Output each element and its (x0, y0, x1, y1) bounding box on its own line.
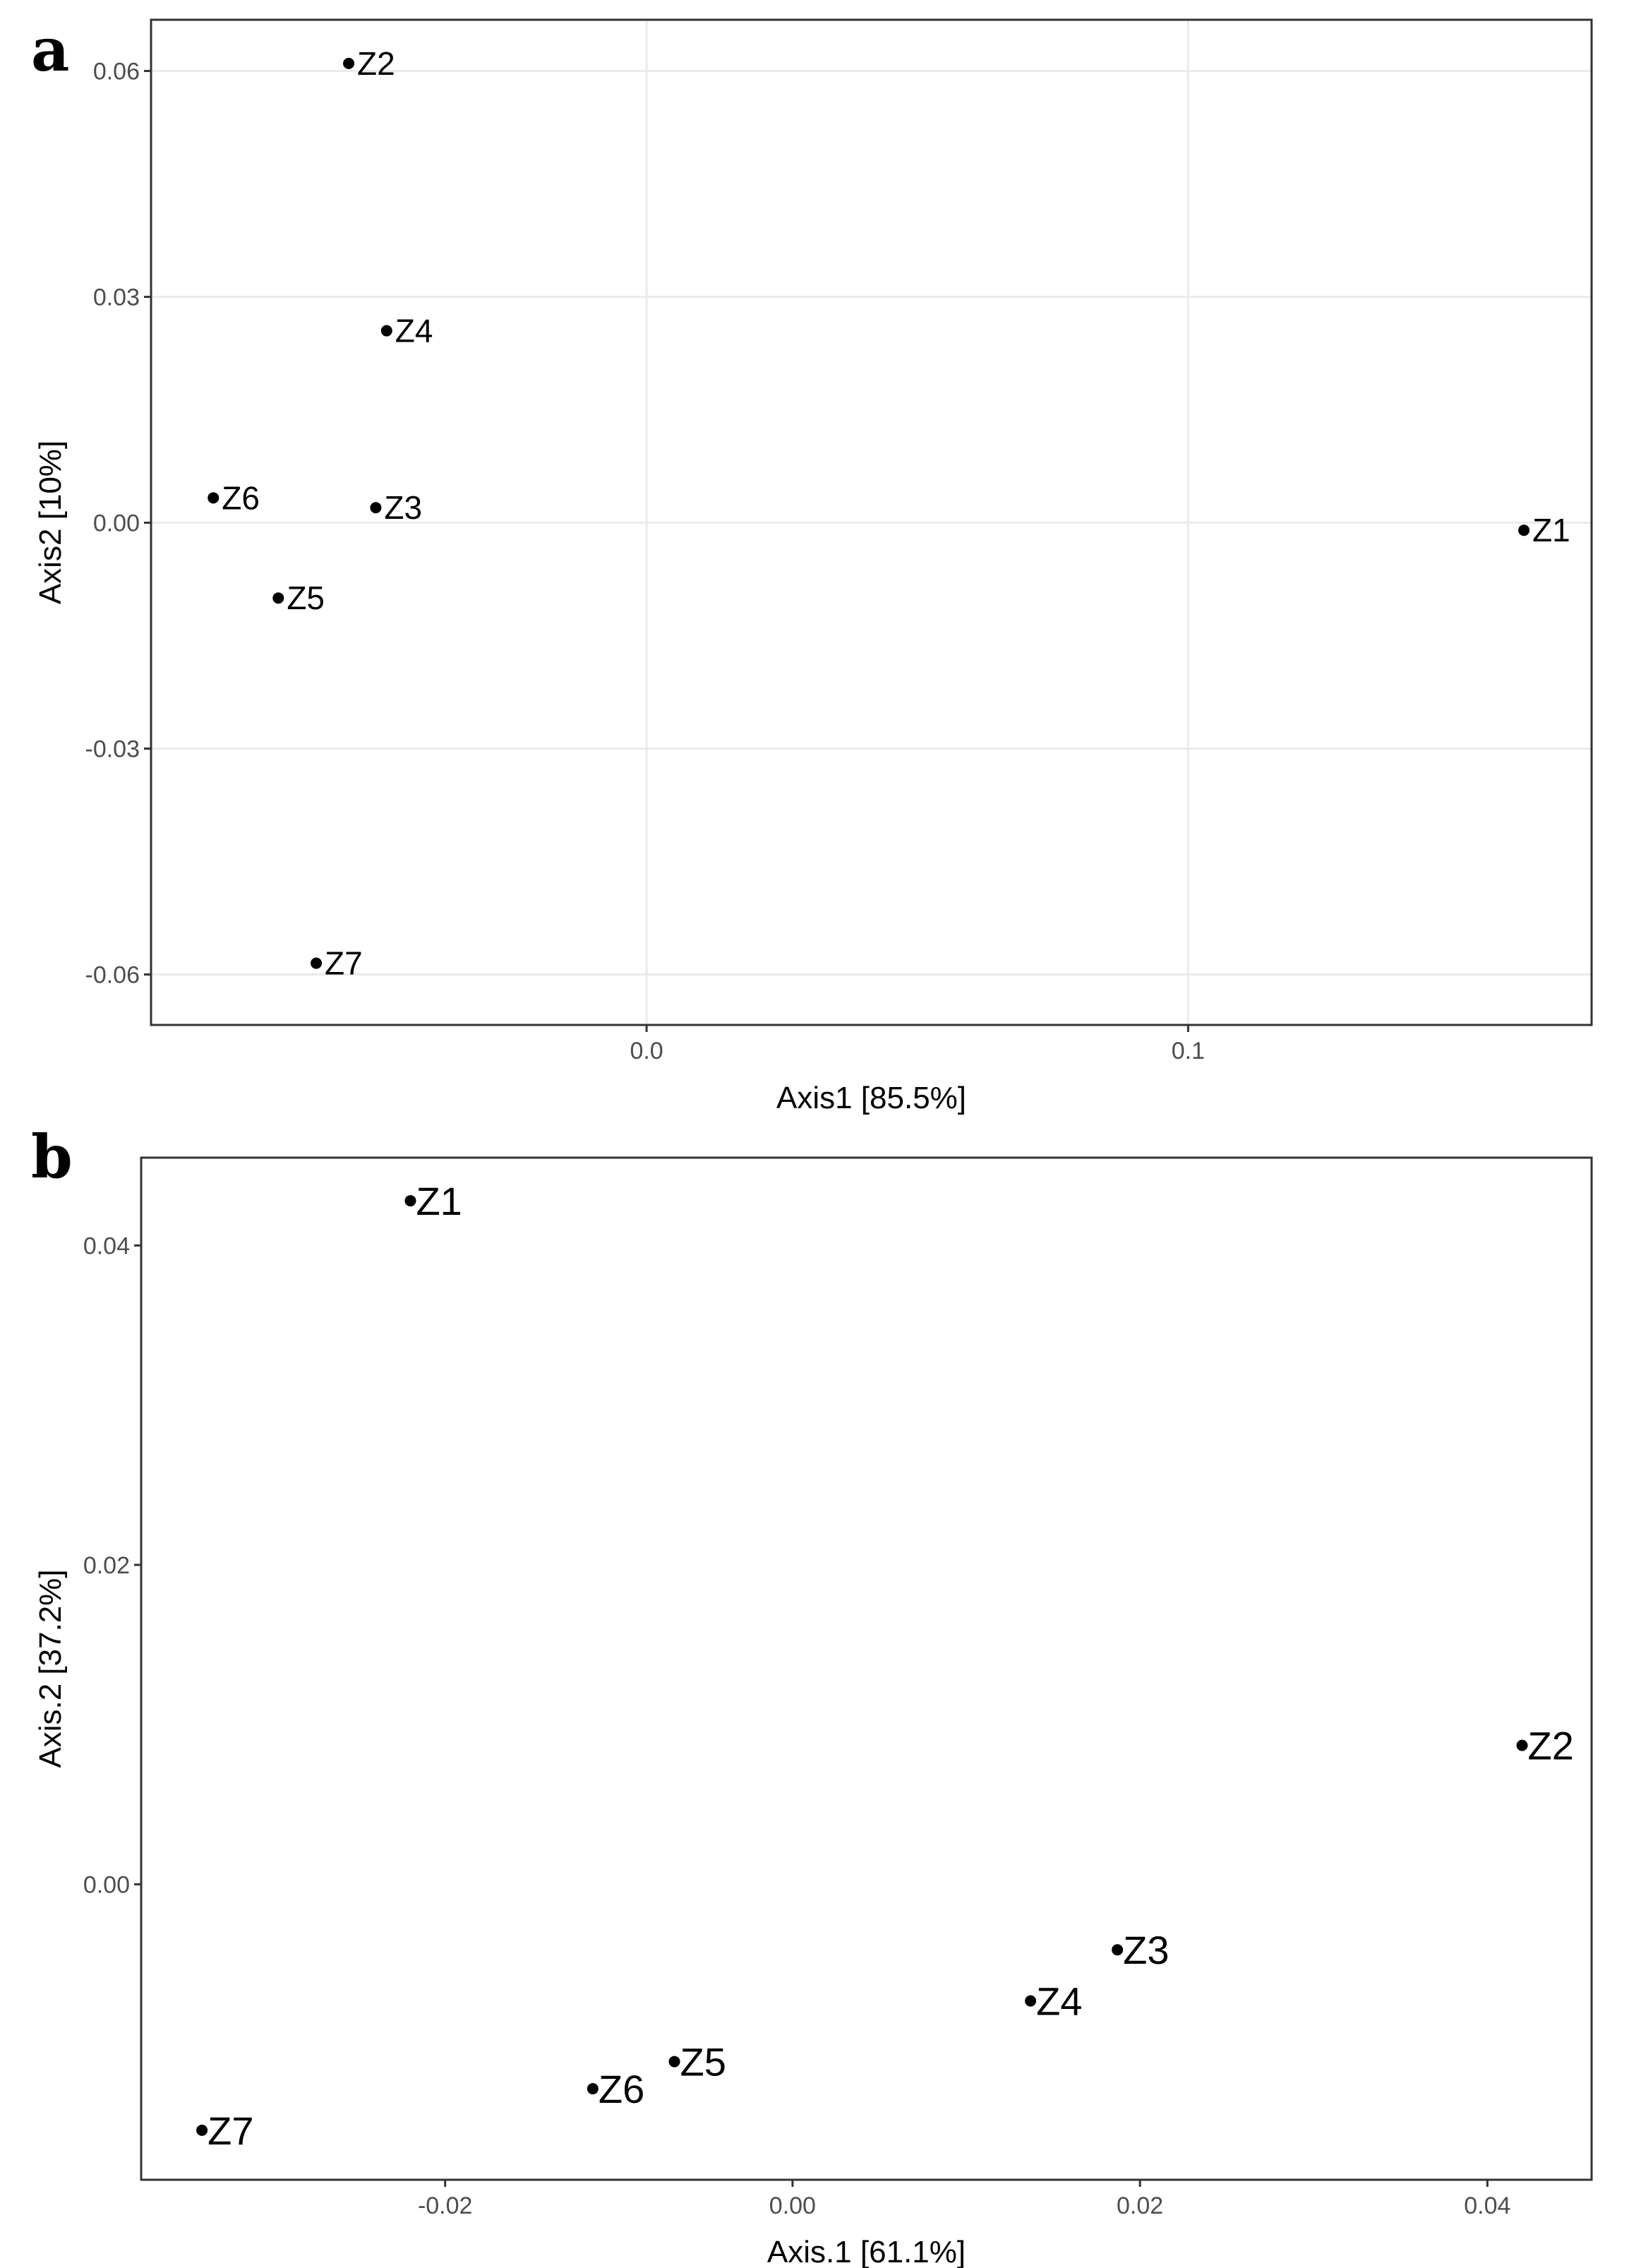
data-point-z1 (404, 1195, 416, 1207)
data-point-z7 (196, 2124, 208, 2136)
x-tick-label: 0.02 (1117, 2192, 1163, 2219)
x-tick-label: 0.04 (1464, 2192, 1510, 2219)
y-tick-label: -0.06 (85, 962, 140, 989)
data-label-z5: Z5 (287, 580, 325, 616)
x-tick-label: 0.1 (1172, 1038, 1205, 1064)
data-label-z1: Z1 (1532, 512, 1570, 548)
data-label-z4: Z4 (1036, 1979, 1082, 2024)
data-point-z6 (208, 492, 220, 504)
y-axis-title: Axis2 [10%] (33, 440, 68, 604)
y-axis-title: Axis.2 [37.2%] (33, 1569, 68, 1768)
data-label-z1: Z1 (416, 1179, 462, 1223)
data-point-z5 (668, 2056, 680, 2068)
plot-frame (140, 1156, 1593, 2181)
y-tick-label: 0.06 (93, 59, 140, 85)
data-label-z2: Z2 (357, 45, 395, 82)
x-tick-label: 0.0 (630, 1038, 663, 1064)
y-tick-label: 0.00 (93, 510, 140, 537)
data-point-z2 (1516, 1739, 1528, 1751)
panel-a-letter: a (31, 15, 69, 85)
data-label-z4: Z4 (395, 313, 433, 349)
data-label-z6: Z6 (599, 2067, 644, 2111)
y-tick-label: 0.00 (83, 1871, 130, 1898)
data-point-z5 (272, 592, 284, 604)
y-tick-label: 0.04 (83, 1232, 130, 1259)
y-tick-label: 0.02 (83, 1552, 130, 1579)
x-axis-title: Axis1 [85.5%] (776, 1081, 966, 1115)
data-point-z7 (311, 957, 323, 969)
x-tick-label: 0.00 (769, 2192, 816, 2219)
x-tick-label: -0.02 (418, 2192, 473, 2219)
data-label-z6: Z6 (222, 479, 260, 516)
data-label-z7: Z7 (208, 2108, 253, 2153)
data-point-z6 (587, 2083, 599, 2095)
x-axis-title: Axis.1 [61.1%] (767, 2235, 966, 2268)
chart-panel-b: -0.02 0.00 0.02 0.04 0.00 0.02 0.04 Axis.1 [61.… (33, 1156, 1593, 2268)
data-label-z7: Z7 (325, 945, 363, 982)
plot-area (141, 1158, 1592, 2180)
chart-panel-a: 0.0 0.1 -0.06 -0.03 0.00 0.03 0.06 Axis1 [85.5%… (33, 18, 1593, 1115)
data-point-z4 (380, 325, 392, 337)
data-point-z4 (1025, 1995, 1037, 2007)
data-label-z3: Z3 (1123, 1928, 1169, 1972)
data-label-z3: Z3 (384, 489, 422, 526)
y-tick-label: -0.03 (85, 736, 140, 763)
data-point-z3 (1112, 1944, 1124, 1956)
panel-b-letter: b (31, 1122, 73, 1192)
data-point-z2 (343, 57, 355, 69)
y-tick-label: 0.03 (93, 284, 140, 311)
data-label-z5: Z5 (680, 2040, 726, 2084)
data-point-z1 (1518, 524, 1530, 536)
data-point-z3 (370, 502, 382, 514)
data-label-z2: Z2 (1528, 1724, 1574, 1768)
